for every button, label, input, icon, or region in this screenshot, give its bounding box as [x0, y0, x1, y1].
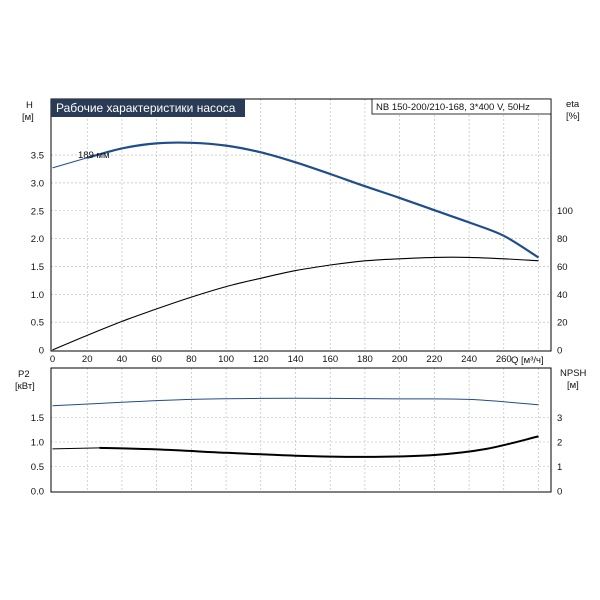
y-right-tick-label: 20 [557, 318, 568, 329]
y-right-tick-label: 40 [557, 290, 568, 301]
bottom-right-axis-unit: [м] [567, 380, 579, 391]
x-tick-label: 60 [151, 354, 162, 365]
x-tick-label: 40 [117, 354, 128, 365]
top-chart-frame [50, 98, 552, 352]
x-tick-label: 260 [496, 354, 512, 365]
power-curve [52, 397, 539, 407]
x-tick-label: 80 [186, 354, 197, 365]
npsh-curve [99, 435, 539, 458]
efficiency-curve [52, 256, 539, 351]
y-tick-label: 1.5 [31, 262, 44, 273]
bottom-chart-ticks: 0.0 0.5 1.0 1.5 0 1 2 3 [31, 413, 563, 498]
bottom-chart-series [52, 397, 539, 458]
bottom-left-axis-label: P2 [18, 369, 30, 380]
x-tick-label: 20 [82, 354, 93, 365]
bottom-chart-grid [51, 368, 551, 492]
chart-subtitle: NB 150-200/210-168, 3*400 V, 50Hz [376, 102, 530, 113]
y-right-tick-label: 80 [557, 234, 568, 245]
title-box [51, 99, 245, 117]
x-tick-label: 0 [50, 354, 55, 365]
y-right-tick-label: 60 [557, 262, 568, 273]
npsh-curve-thin [52, 447, 100, 450]
bottom-y-right-tick-label: 0 [557, 487, 562, 498]
y-right-tick-label: 0 [557, 346, 562, 357]
y-right-tick-label: 100 [557, 206, 573, 217]
impeller-annotation: 189 мм [78, 150, 110, 161]
top-right-axis-label: eta [566, 99, 580, 110]
top-chart-series [52, 141, 540, 351]
x-tick-label: 220 [426, 354, 442, 365]
y-tick-label: 2.0 [31, 234, 44, 245]
x-tick-label: 180 [357, 354, 373, 365]
y-tick-label: 0 [39, 346, 44, 357]
y-tick-label: 1.0 [31, 290, 44, 301]
x-tick-label: 140 [288, 354, 304, 365]
bottom-y-tick-label: 1.5 [31, 413, 44, 424]
bottom-left-axis-unit: [кВт] [15, 381, 35, 392]
bottom-y-right-tick-label: 2 [557, 438, 562, 449]
bottom-y-right-tick-label: 1 [557, 462, 562, 473]
bottom-right-axis-label: NPSH [560, 368, 587, 379]
top-left-axis-unit: [м] [22, 112, 34, 123]
y-tick-label: 3.5 [31, 151, 44, 162]
x-tick-label: 120 [253, 354, 269, 365]
y-tick-label: 2.5 [31, 206, 44, 217]
top-chart-ticks: 0 20 40 60 80 100 120 140 160 180 200 220 240 26000.5… [31, 151, 573, 365]
top-left-axis-label: H [26, 100, 33, 111]
x-tick-label: 160 [322, 354, 338, 365]
bottom-y-right-tick-label: 3 [557, 413, 562, 424]
y-tick-label: 3.0 [31, 178, 44, 189]
chart-title: Рабочие характеристики насоса [56, 101, 236, 115]
top-chart-grid [51, 99, 551, 351]
bottom-y-tick-label: 0.5 [31, 462, 44, 473]
bottom-y-tick-label: 0.0 [31, 487, 44, 498]
x-tick-label: 100 [218, 354, 234, 365]
x-tick-label: 240 [461, 354, 477, 365]
x-axis-label: Q [м³/ч] [511, 355, 544, 366]
x-tick-label: 200 [392, 354, 408, 365]
top-right-axis-unit: [%] [566, 111, 580, 122]
head-curve [86, 141, 540, 259]
bottom-chart-frame [50, 367, 552, 493]
bottom-y-tick-label: 1.0 [31, 438, 44, 449]
subtitle-box [371, 98, 552, 115]
y-tick-label: 0.5 [31, 318, 44, 329]
